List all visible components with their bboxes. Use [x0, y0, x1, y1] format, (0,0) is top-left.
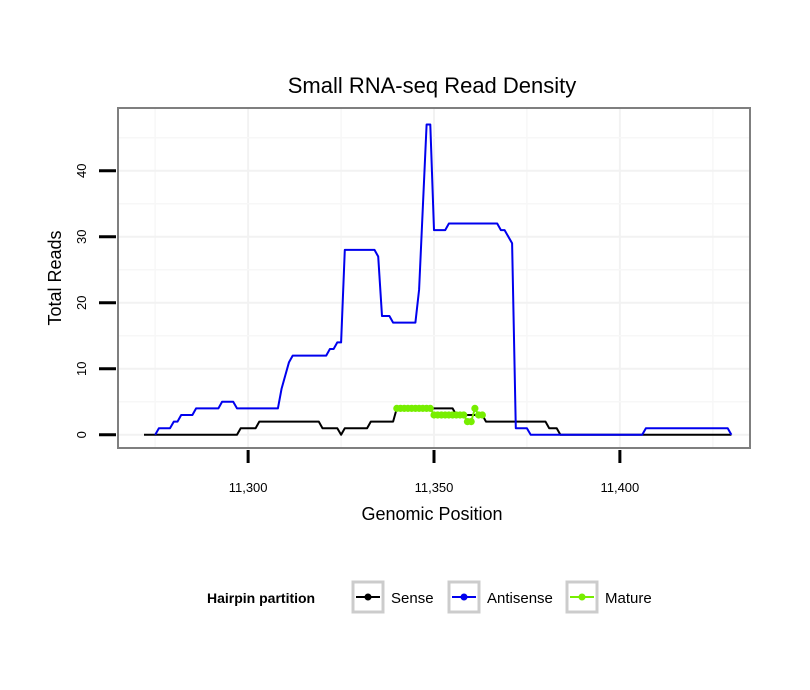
y-tick-label: 30	[74, 230, 89, 244]
data-point-mature	[426, 404, 434, 412]
data-point-mature	[471, 404, 479, 412]
data-point-mature	[467, 417, 475, 426]
y-axis-title: Total Reads	[45, 230, 65, 325]
x-tick-label: 11,350	[415, 480, 454, 495]
legend: Hairpin partition Sense Antisense Mature	[207, 580, 652, 614]
y-axis: 0 10 20 30 40	[74, 163, 116, 438]
data-point-mature	[460, 411, 468, 419]
legend-item-mature: Mature	[565, 580, 652, 614]
series-line-sense	[144, 407, 732, 436]
legend-label-antisense: Antisense	[487, 590, 553, 607]
x-tick-label: 11,400	[600, 480, 639, 495]
legend-dot-mature	[578, 593, 586, 601]
legend-item-antisense: Antisense	[447, 580, 553, 614]
y-tick-label: 10	[74, 362, 89, 376]
legend-title: Hairpin partition	[207, 590, 315, 606]
x-axis: 11,300 11,350 11,400	[229, 450, 639, 495]
y-tick-label: 40	[74, 163, 89, 177]
y-tick-label: 0	[74, 431, 89, 438]
series-layer	[144, 123, 733, 436]
legend-label-sense: Sense	[391, 590, 434, 607]
legend-label-mature: Mature	[605, 590, 652, 607]
y-tick-label: 20	[74, 296, 89, 310]
legend-dot-sense	[364, 593, 372, 601]
data-point-mature	[478, 411, 486, 419]
series-line-antisense	[154, 123, 733, 436]
legend-dot-antisense	[460, 593, 468, 601]
x-tick-label: 11,300	[229, 480, 268, 495]
chart-title: Small RNA-seq Read Density	[288, 73, 577, 98]
legend-item-sense: Sense	[351, 580, 434, 614]
x-axis-title: Genomic Position	[361, 504, 502, 524]
